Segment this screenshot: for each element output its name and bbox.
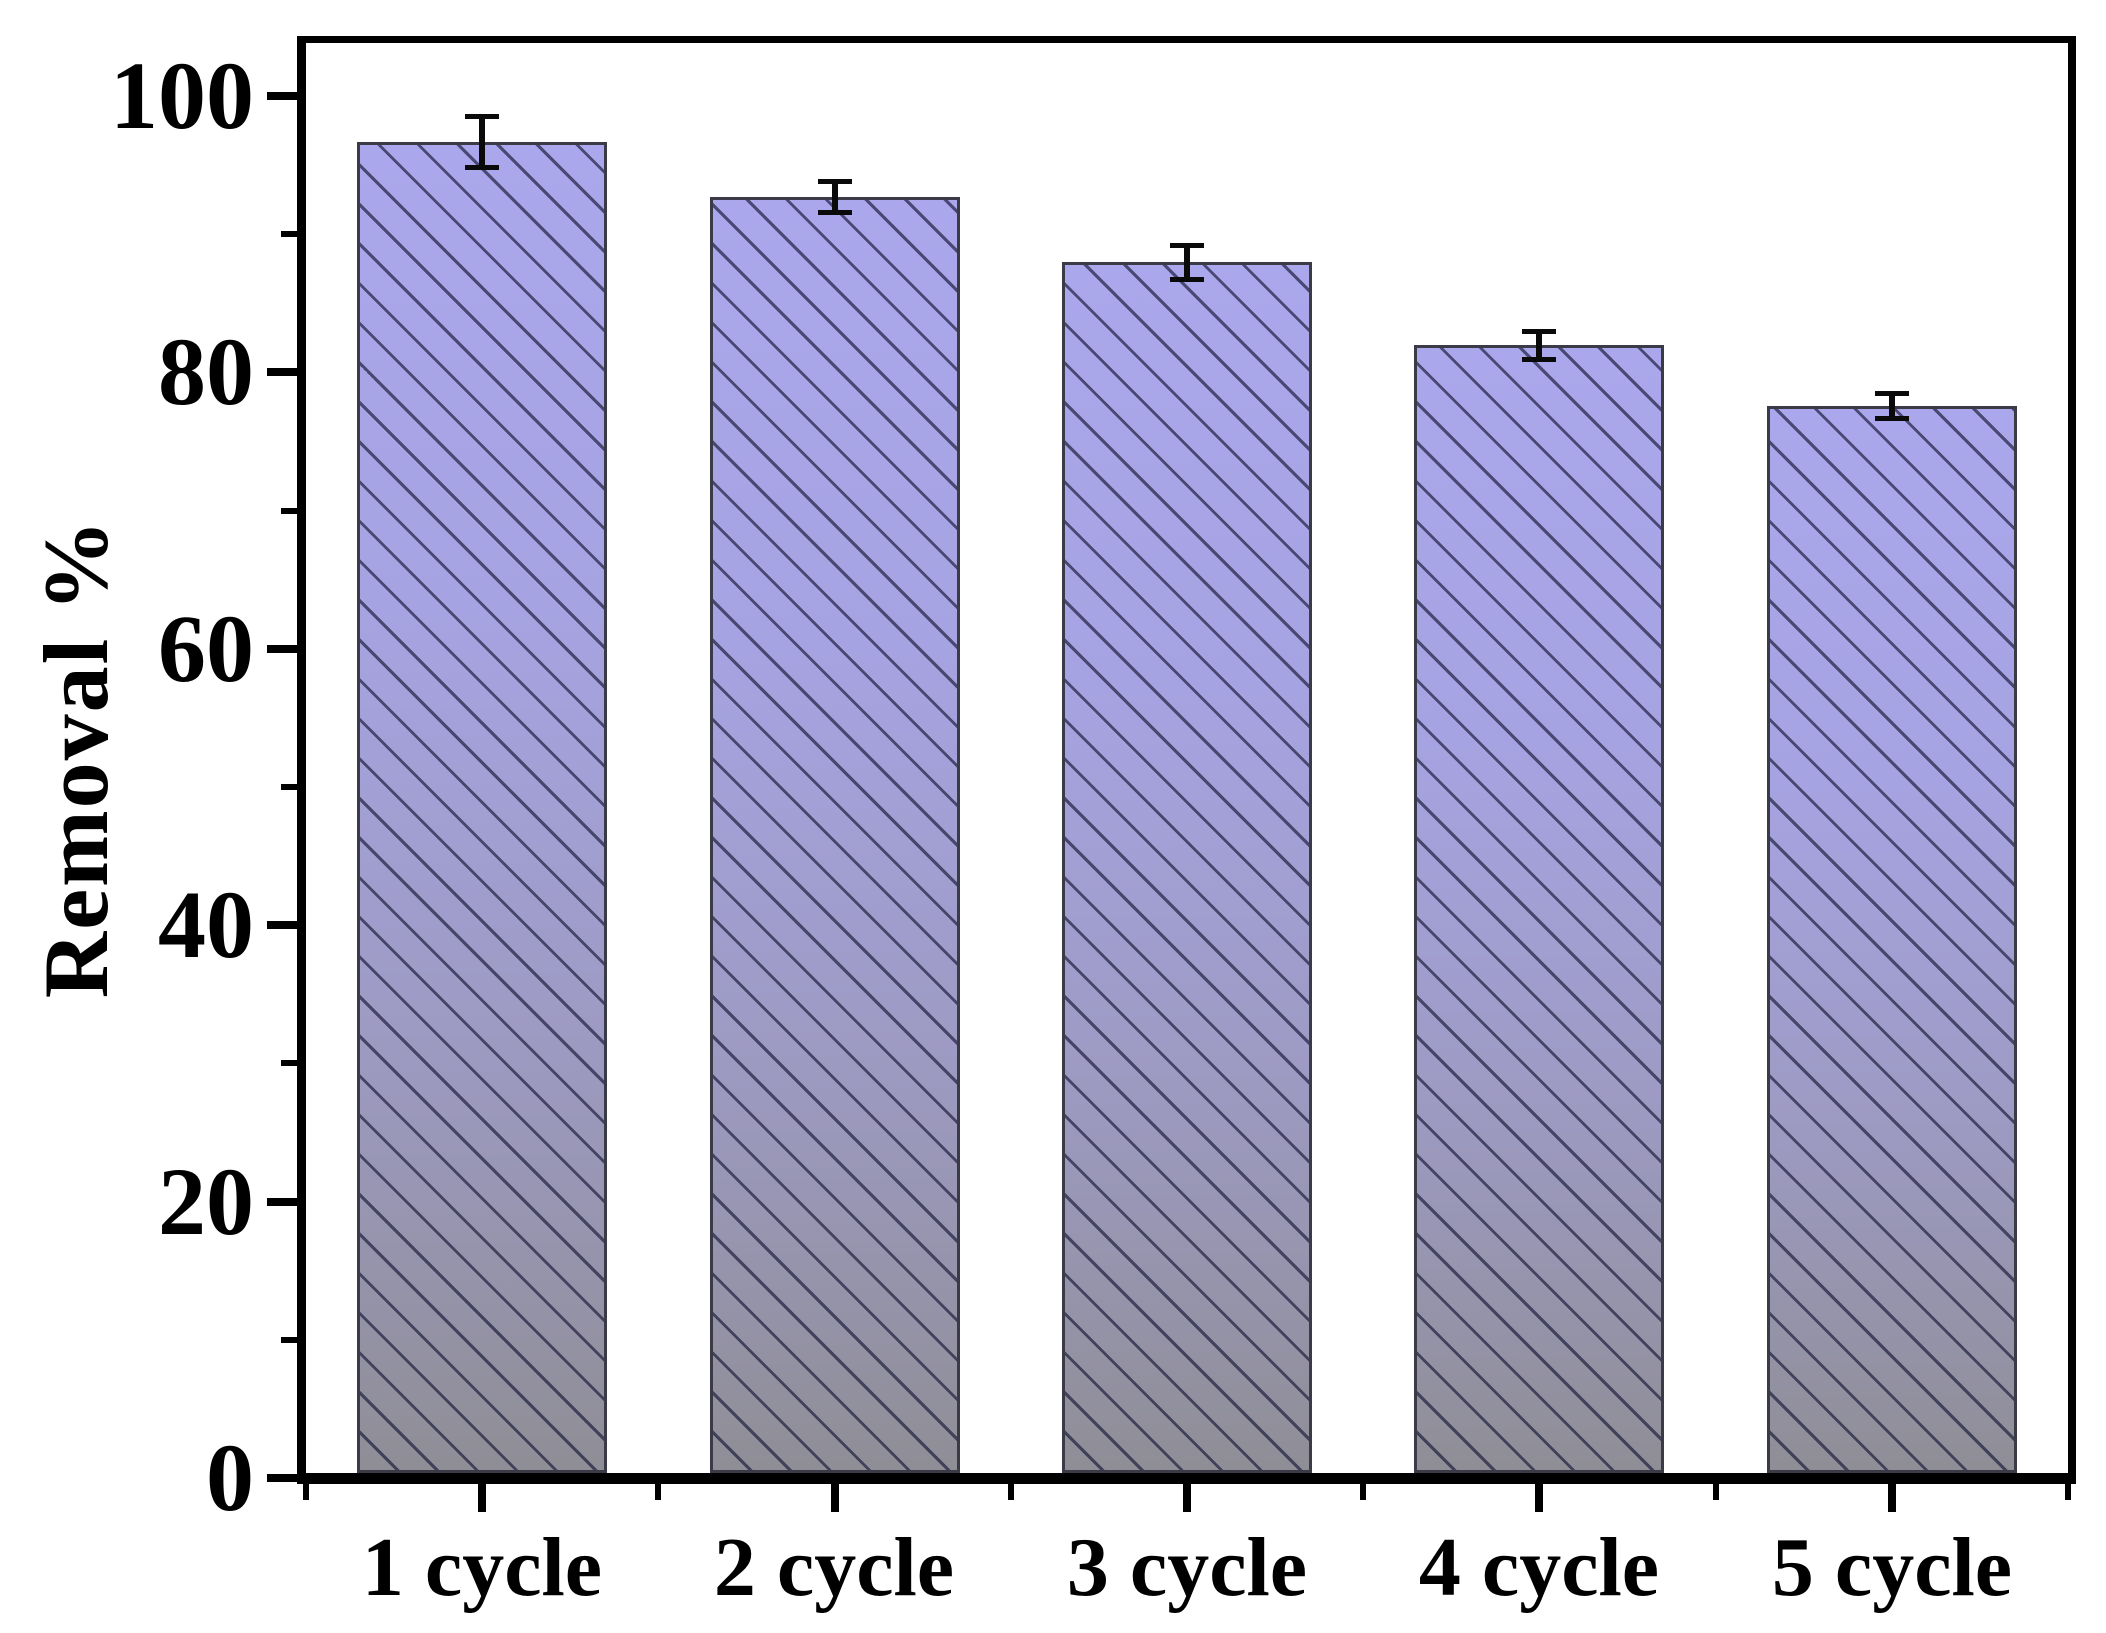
y-minor-tick-10	[281, 1337, 297, 1343]
error-bar-bottom-cap-1	[465, 165, 499, 170]
error-bar-4	[1536, 329, 1542, 362]
x-major-tick-2	[831, 1484, 839, 1512]
y-minor-tick-70	[281, 508, 297, 514]
x-major-tick-4	[1535, 1484, 1543, 1512]
x-minor-tick-0	[303, 1484, 309, 1500]
y-major-tick-80	[267, 368, 297, 376]
y-tick-label-20: 20	[158, 1148, 254, 1255]
bar-3-cycle	[1062, 262, 1312, 1473]
error-bar-3	[1184, 243, 1190, 282]
error-bar-top-cap-3	[1170, 243, 1204, 248]
x-tick-label-5-cycle: 5 cycle	[1771, 1521, 2013, 1614]
y-tick-label-100: 100	[110, 42, 254, 149]
bar-4-cycle	[1414, 345, 1664, 1473]
y-major-tick-40	[267, 921, 297, 929]
error-bar-bottom-cap-3	[1170, 277, 1204, 282]
x-tick-label-4-cycle: 4 cycle	[1418, 1521, 1660, 1614]
x-tick-label-1-cycle: 1 cycle	[361, 1521, 603, 1614]
x-major-tick-3	[1183, 1484, 1191, 1512]
bar-1-cycle	[357, 142, 607, 1473]
error-bar-top-cap-2	[818, 179, 852, 184]
error-bar-bottom-cap-4	[1522, 357, 1556, 362]
x-tick-label-3-cycle: 3 cycle	[1066, 1521, 1308, 1614]
y-major-tick-20	[267, 1198, 297, 1206]
x-major-tick-5	[1888, 1484, 1896, 1512]
y-tick-label-60: 60	[158, 595, 254, 702]
y-tick-label-40: 40	[158, 871, 254, 978]
x-minor-tick-1	[655, 1484, 661, 1500]
x-minor-tick-5	[2065, 1484, 2071, 1500]
y-major-tick-100	[267, 92, 297, 100]
error-bar-top-cap-4	[1522, 329, 1556, 334]
y-major-tick-60	[267, 645, 297, 653]
x-tick-label-2-cycle: 2 cycle	[713, 1521, 955, 1614]
error-bar-top-cap-1	[465, 114, 499, 119]
bar-5-cycle	[1767, 406, 2017, 1473]
y-minor-tick-30	[281, 1060, 297, 1066]
x-major-tick-1	[478, 1484, 486, 1512]
error-bar-bottom-cap-5	[1875, 416, 1909, 421]
y-minor-tick-90	[281, 231, 297, 237]
x-minor-tick-3	[1360, 1484, 1366, 1500]
error-bar-2	[832, 179, 838, 215]
error-bar-top-cap-5	[1875, 391, 1909, 396]
error-bar-1	[479, 114, 485, 169]
error-bar-5	[1889, 391, 1895, 421]
error-bar-bottom-cap-2	[818, 210, 852, 215]
y-tick-label-0: 0	[206, 1424, 254, 1531]
x-minor-tick-4	[1713, 1484, 1719, 1500]
y-minor-tick-50	[281, 784, 297, 790]
x-minor-tick-2	[1008, 1484, 1014, 1500]
y-major-tick-0	[267, 1474, 297, 1482]
y-tick-label-80: 80	[158, 318, 254, 425]
bar-2-cycle	[710, 197, 960, 1473]
